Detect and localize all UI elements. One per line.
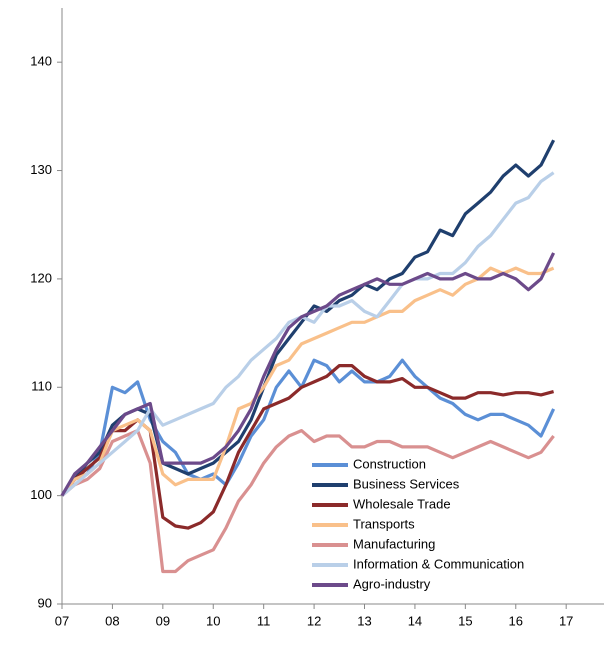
- x-tick-label: 10: [206, 613, 220, 628]
- series-line: [60, 358, 556, 497]
- y-tick-label: 130: [30, 162, 52, 177]
- x-tick-label: 14: [408, 613, 422, 628]
- series-line: [60, 266, 555, 497]
- y-tick-label: 110: [31, 379, 52, 394]
- legend-label: Agro-industry: [353, 576, 431, 591]
- x-tick-label: 16: [509, 613, 523, 628]
- x-tick-label: 13: [357, 613, 371, 628]
- y-tick-label: 100: [30, 487, 52, 502]
- legend-label: Information & Communication: [353, 556, 524, 571]
- y-tick-label: 120: [30, 270, 52, 285]
- legend-label: Wholesale Trade: [353, 496, 451, 511]
- x-tick-label: 08: [105, 613, 119, 628]
- legend-label: Manufacturing: [353, 536, 435, 551]
- legend-label: Business Services: [353, 476, 460, 491]
- series-line: [60, 171, 555, 497]
- series-line: [60, 252, 556, 497]
- x-tick-label: 11: [257, 613, 271, 628]
- x-tick-label: 07: [55, 613, 69, 628]
- y-tick-label: 140: [30, 54, 52, 69]
- x-tick-label: 12: [307, 613, 321, 628]
- legend-label: Transports: [353, 516, 415, 531]
- series-line: [60, 429, 555, 574]
- y-tick-label: 90: [38, 595, 52, 610]
- x-tick-label: 15: [458, 613, 472, 628]
- x-tick-label: 17: [559, 613, 573, 628]
- legend-label: Construction: [353, 456, 426, 471]
- x-tick-label: 09: [156, 613, 170, 628]
